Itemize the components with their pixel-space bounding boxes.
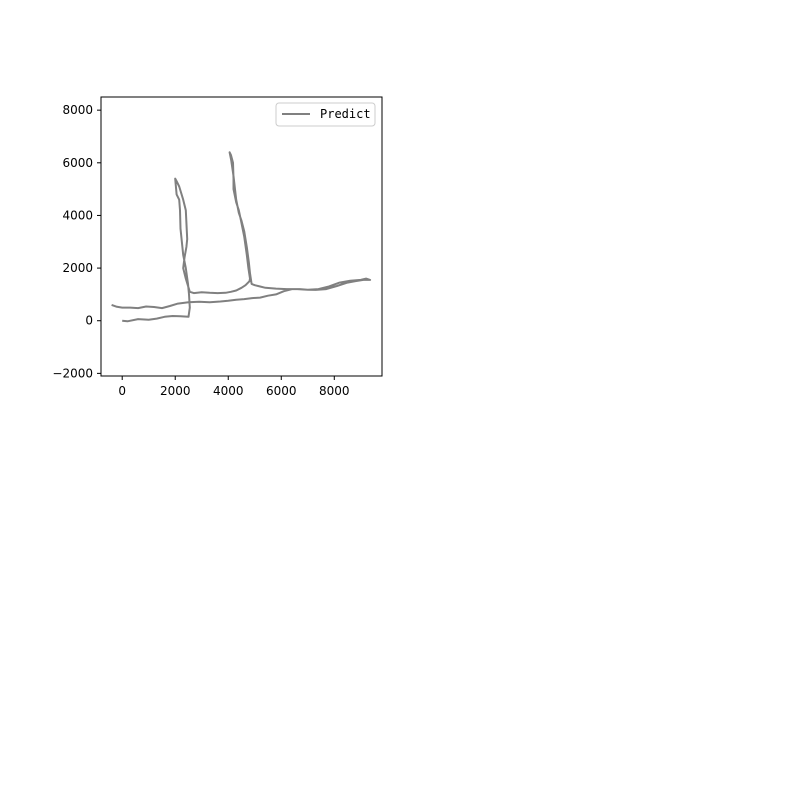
y-tick-label: −2000 [52,366,93,380]
x-tick-label: 6000 [266,384,297,398]
legend: Predict [275,102,376,127]
y-tick-label: 4000 [62,208,93,222]
y-tick-label: 0 [85,314,93,328]
y-tick-label: 6000 [62,156,93,170]
x-tick-label: 2000 [160,384,191,398]
legend-label: Predict [320,107,371,121]
plot-area [111,151,372,323]
y-axis: −2000 0 2000 4000 6000 8000 [52,103,101,380]
legend-box [275,102,376,127]
x-axis: 0 2000 4000 6000 8000 [118,376,350,398]
axes-frame [100,96,383,377]
x-tick-label: 0 [118,384,126,398]
x-tick-label: 8000 [319,384,350,398]
x-tick-label: 4000 [213,384,244,398]
y-tick-label: 8000 [62,103,93,117]
series-line-predict [111,151,372,323]
y-tick-label: 2000 [62,261,93,275]
